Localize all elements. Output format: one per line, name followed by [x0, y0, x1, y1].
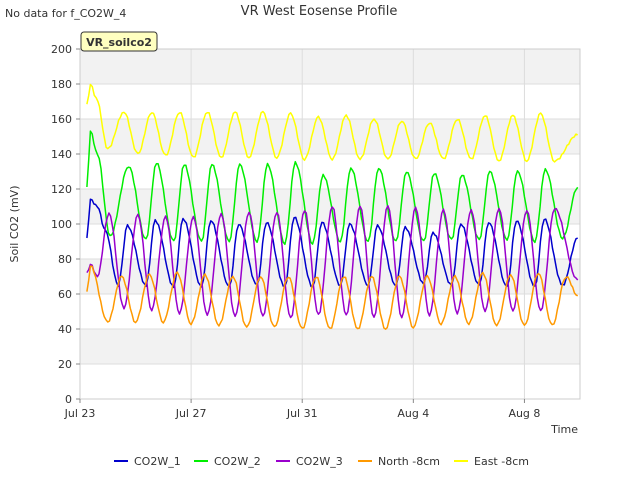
- y-tick-label: 40: [58, 323, 72, 336]
- y-tick-label: 140: [51, 148, 72, 161]
- plot-band: [80, 364, 580, 399]
- legend: CO2W_1 CO2W_2 CO2W_3 North -8cm East -8cm: [114, 455, 529, 468]
- y-tick-label: 20: [58, 358, 72, 371]
- y-tick-label: 0: [65, 393, 72, 406]
- series-line-co2w-3: [86, 205, 579, 319]
- y-axis-ticks: 0 20 40 60 80 100 120 140 160 180 200: [51, 43, 80, 406]
- legend-label: North -8cm: [378, 455, 440, 468]
- series-line-north-8cm: [86, 265, 579, 330]
- legend-label: CO2W_2: [214, 455, 261, 468]
- chart-title: VR West Eosense Profile: [241, 4, 398, 19]
- x-tick-label: Aug 8: [508, 407, 540, 420]
- site-label-box: VR_soilco2: [80, 31, 158, 52]
- y-tick-label: 120: [51, 183, 72, 196]
- x-tick-label: Jul 27: [175, 407, 207, 420]
- legend-label: CO2W_3: [296, 455, 343, 468]
- series-line-co2w-1: [86, 198, 579, 289]
- site-label-background: [80, 31, 158, 52]
- y-tick-label: 200: [51, 43, 72, 56]
- x-tick-label: Jul 23: [64, 407, 96, 420]
- y-tick-label: 80: [58, 253, 72, 266]
- legend-label: CO2W_1: [134, 455, 181, 468]
- site-label: VR_soilco2: [86, 36, 152, 49]
- plot-band: [80, 49, 580, 84]
- plot-band: [80, 154, 580, 189]
- plot-band: [80, 259, 580, 294]
- x-tick-label: Jul 31: [286, 407, 318, 420]
- y-tick-label: 60: [58, 288, 72, 301]
- plot-band: [80, 329, 580, 364]
- y-tick-label: 100: [51, 218, 72, 231]
- y-tick-label: 180: [51, 78, 72, 91]
- plot-background: [80, 49, 580, 399]
- x-axis-ticks: Jul 23 Jul 27 Jul 31 Aug 4 Aug 8: [64, 399, 540, 420]
- plot-band: [80, 119, 580, 154]
- legend-label: East -8cm: [474, 455, 529, 468]
- y-tick-label: 160: [51, 113, 72, 126]
- plot-band: [80, 224, 580, 259]
- no-data-note: No data for f_CO2W_4: [5, 7, 126, 20]
- x-tick-label: Aug 4: [397, 407, 429, 420]
- series-line-east-8cm: [86, 83, 578, 163]
- y-axis-label: Soil CO2 (mV): [8, 186, 21, 263]
- series-lines: [86, 83, 579, 330]
- plot-band: [80, 84, 580, 119]
- x-axis-label: Time: [550, 423, 578, 436]
